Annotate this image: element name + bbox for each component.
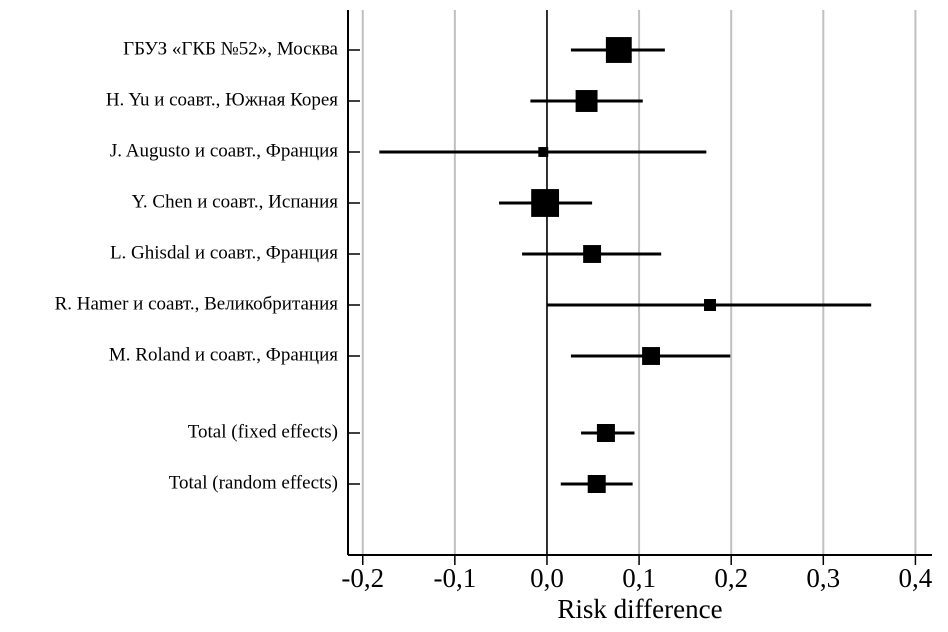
point-estimate bbox=[583, 245, 602, 263]
y-tick-label: Y. Chen и соавт., Испания bbox=[132, 191, 339, 212]
y-tick-label: J. Augusto и соавт., Франция bbox=[110, 140, 338, 161]
point-estimate bbox=[587, 475, 606, 493]
point-estimate bbox=[531, 189, 560, 217]
x-tick-label: -0,2 bbox=[341, 563, 384, 593]
y-tick-label: M. Roland и соавт., Франция bbox=[109, 344, 338, 365]
point-estimate bbox=[575, 90, 598, 112]
y-tick-label: Total (random effects) bbox=[169, 472, 338, 493]
point-estimate bbox=[704, 299, 716, 311]
y-tick-label: L. Ghisdal и соавт., Франция bbox=[110, 242, 338, 263]
x-tick-label: 0,2 bbox=[714, 563, 748, 593]
point-estimate bbox=[605, 37, 632, 63]
point-estimate bbox=[642, 347, 661, 365]
x-axis-title: Risk difference bbox=[557, 594, 722, 624]
x-tick-label: 0,4 bbox=[899, 563, 933, 593]
y-tick-label: H. Yu и соавт., Южная Корея bbox=[106, 89, 338, 110]
point-estimate bbox=[538, 147, 549, 157]
x-tick-label: -0,1 bbox=[433, 563, 476, 593]
y-tick-label: ГБУЗ «ГКБ №52», Москва bbox=[123, 38, 338, 59]
x-tick-label: 0,1 bbox=[622, 563, 656, 593]
y-tick-label: Total (fixed effects) bbox=[188, 421, 338, 442]
x-tick-label: 0,0 bbox=[530, 563, 564, 593]
point-estimate bbox=[596, 424, 615, 442]
y-tick-label: R. Hamer и соавт., Великобритания bbox=[55, 293, 339, 314]
x-tick-label: 0,3 bbox=[806, 563, 840, 593]
